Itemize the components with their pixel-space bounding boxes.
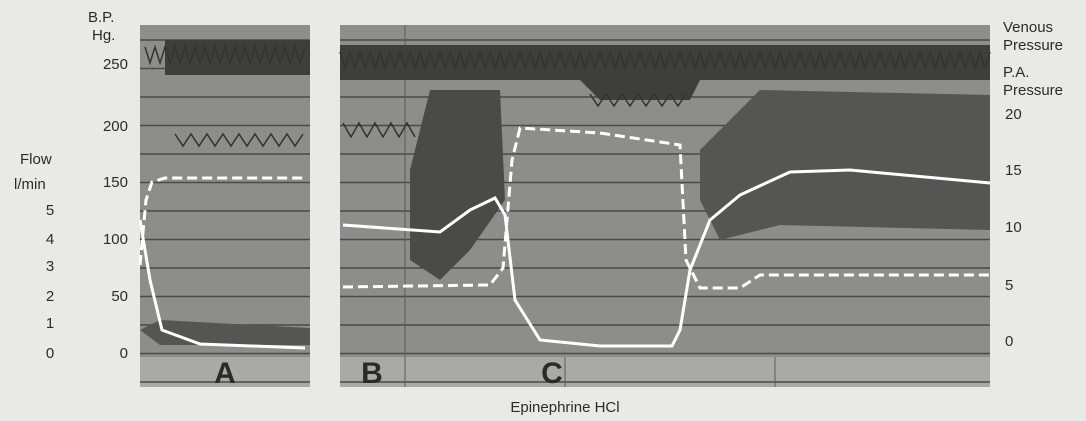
page: {"left_axis": {"title": ["B.P.", "Hg."],…: [0, 0, 1086, 421]
flow-title: l/min: [14, 176, 46, 193]
flow-tick-label: 0: [46, 345, 54, 362]
figure: B.P. Hg. Flow l/min Venous Pressure P.A.…: [0, 0, 1086, 421]
bp-tick-label: 200: [103, 118, 128, 135]
venous-title: Venous: [1003, 19, 1053, 36]
venous-title: Pressure: [1003, 37, 1063, 54]
flow-tick-label: 3: [46, 258, 54, 275]
bp-band: [700, 90, 990, 240]
pa-tick-label: 15: [1005, 162, 1022, 179]
pa-title: P.A.: [1003, 64, 1029, 81]
flow-tick-label: 1: [46, 315, 54, 332]
bp-title: B.P.: [88, 9, 114, 26]
bp-tick-label: 250: [103, 56, 128, 73]
pa-tick-label: 5: [1005, 277, 1013, 294]
panel-label: B: [361, 357, 383, 390]
panel-label: C: [541, 357, 563, 390]
pa-title: Pressure: [1003, 82, 1063, 99]
bp-tick-label: 50: [111, 288, 128, 305]
flow-title: Flow: [20, 151, 52, 168]
pa-tick-label: 0: [1005, 333, 1013, 350]
flow-tick-label: 5: [46, 202, 54, 219]
bp-tick-label: 0: [120, 345, 128, 362]
caption: Epinephrine HCl: [510, 399, 619, 416]
pa-tick-label: 10: [1005, 219, 1022, 236]
panel-label: A: [214, 357, 236, 390]
flow-tick-label: 4: [46, 231, 54, 248]
bp-title: Hg.: [92, 27, 115, 44]
bp-tick-label: 100: [103, 231, 128, 248]
pa-tick-label: 20: [1005, 106, 1022, 123]
bp-tick-label: 150: [103, 174, 128, 191]
flow-tick-label: 2: [46, 288, 54, 305]
